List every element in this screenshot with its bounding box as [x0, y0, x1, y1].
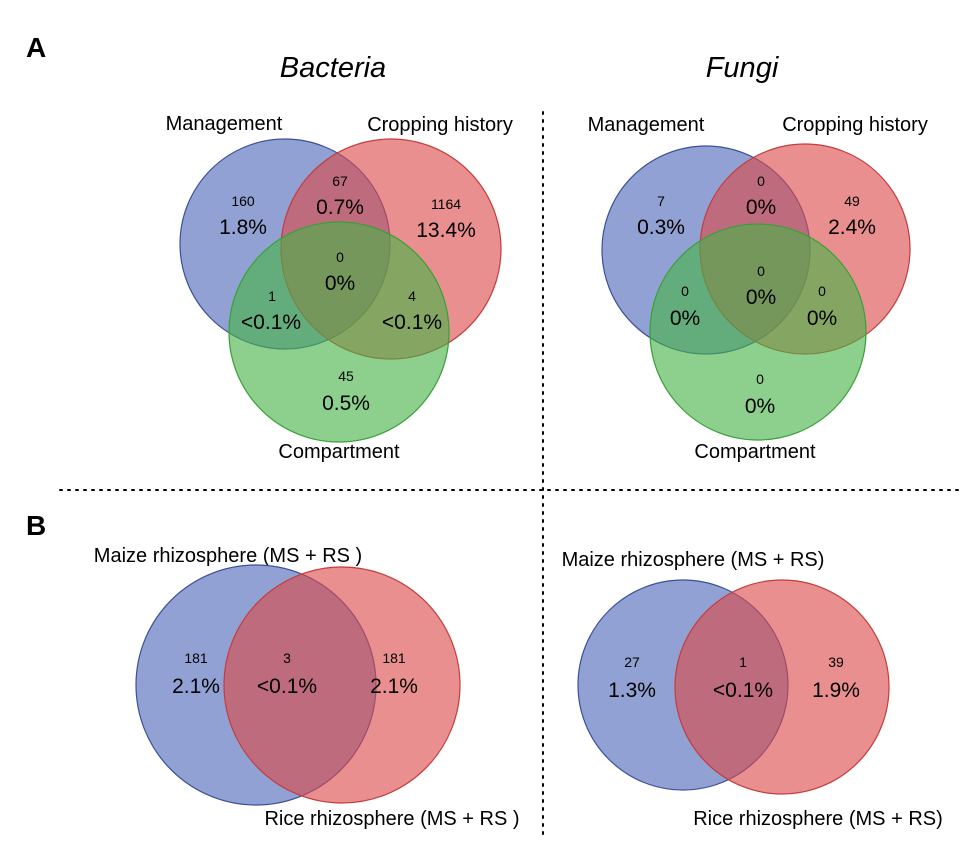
- management-label: Management: [588, 114, 705, 136]
- cropping-history-label: Cropping history: [782, 114, 928, 136]
- region-count-cropping-only: 49: [844, 193, 860, 209]
- rice-rhizosphere-label: Rice rhizosphere (MS + RS ): [264, 808, 519, 830]
- region-pct-maize-only: 1.3%: [608, 679, 656, 702]
- region-pct-cropping-only: 13.4%: [416, 219, 476, 242]
- region-pct-all-three: 0%: [746, 286, 776, 309]
- region-pct-shared: <0.1%: [257, 675, 317, 698]
- panel-letter-b: B: [26, 510, 46, 541]
- region-count-compartment-only: 0: [756, 371, 764, 387]
- region-count-cropping-compartment: 4: [408, 288, 416, 304]
- region-pct-maize-only: 2.1%: [172, 675, 220, 698]
- region-pct-management-only: 0.3%: [637, 216, 685, 239]
- region-pct-rice-only: 2.1%: [370, 675, 418, 698]
- management-label: Management: [166, 113, 283, 135]
- maize-rhizosphere-label: Maize rhizosphere (MS + RS): [562, 549, 825, 571]
- region-count-shared: 1: [739, 654, 747, 670]
- venn-b-bacteria: Maize rhizosphere (MS + RS ) Rice rhizos…: [94, 545, 520, 830]
- region-count-maize-only: 181: [184, 650, 208, 666]
- region-pct-cropping-compartment: 0%: [807, 307, 837, 330]
- region-pct-rice-only: 1.9%: [812, 679, 860, 702]
- region-pct-shared: <0.1%: [713, 679, 773, 702]
- maize-rhizosphere-label: Maize rhizosphere (MS + RS ): [94, 545, 362, 567]
- region-pct-management-cropping: 0.7%: [316, 196, 364, 219]
- rice-rhizosphere-circle: [674, 579, 890, 795]
- venn-a-bacteria: Bacteria Management Cropping history Com…: [166, 52, 513, 463]
- bacteria-title: Bacteria: [280, 52, 386, 84]
- region-count-all-three: 0: [757, 263, 765, 279]
- region-count-rice-only: 181: [382, 650, 406, 666]
- region-pct-compartment-only: 0%: [745, 395, 775, 418]
- region-count-management-cropping: 0: [757, 173, 765, 189]
- region-count-management-cropping: 67: [332, 173, 348, 189]
- region-pct-all-three: 0%: [325, 272, 355, 295]
- fungi-title: Fungi: [706, 52, 780, 84]
- region-pct-compartment-only: 0.5%: [322, 392, 370, 415]
- region-count-shared: 3: [283, 650, 291, 666]
- region-pct-management-cropping: 0%: [746, 196, 776, 219]
- rice-rhizosphere-circle: [223, 566, 461, 804]
- panel-letter-a: A: [26, 32, 46, 63]
- region-count-cropping-only: 1164: [431, 196, 461, 212]
- compartment-circle: [649, 223, 867, 441]
- region-pct-management-only: 1.8%: [219, 216, 267, 239]
- venn-b-fungi: Maize rhizosphere (MS + RS) Rice rhizosp…: [562, 549, 943, 830]
- venn-a-fungi: Fungi Management Cropping history Compar…: [588, 52, 928, 463]
- rice-rhizosphere-label: Rice rhizosphere (MS + RS): [693, 808, 943, 830]
- compartment-label: Compartment: [278, 441, 400, 463]
- region-count-management-compartment: 0: [681, 283, 689, 299]
- region-count-all-three: 0: [336, 249, 344, 265]
- region-count-management-only: 160: [231, 193, 255, 209]
- region-count-management-compartment: 1: [268, 288, 276, 304]
- cropping-history-label: Cropping history: [367, 114, 513, 136]
- region-count-compartment-only: 45: [338, 368, 354, 384]
- region-count-rice-only: 39: [828, 654, 844, 670]
- region-pct-management-compartment: <0.1%: [241, 311, 301, 334]
- region-count-maize-only: 27: [624, 654, 640, 670]
- region-pct-cropping-only: 2.4%: [828, 216, 876, 239]
- compartment-circle: [228, 221, 450, 443]
- compartment-label: Compartment: [694, 441, 816, 463]
- region-count-cropping-compartment: 0: [818, 283, 826, 299]
- region-count-management-only: 7: [657, 193, 665, 209]
- region-pct-management-compartment: 0%: [670, 307, 700, 330]
- region-pct-cropping-compartment: <0.1%: [382, 311, 442, 334]
